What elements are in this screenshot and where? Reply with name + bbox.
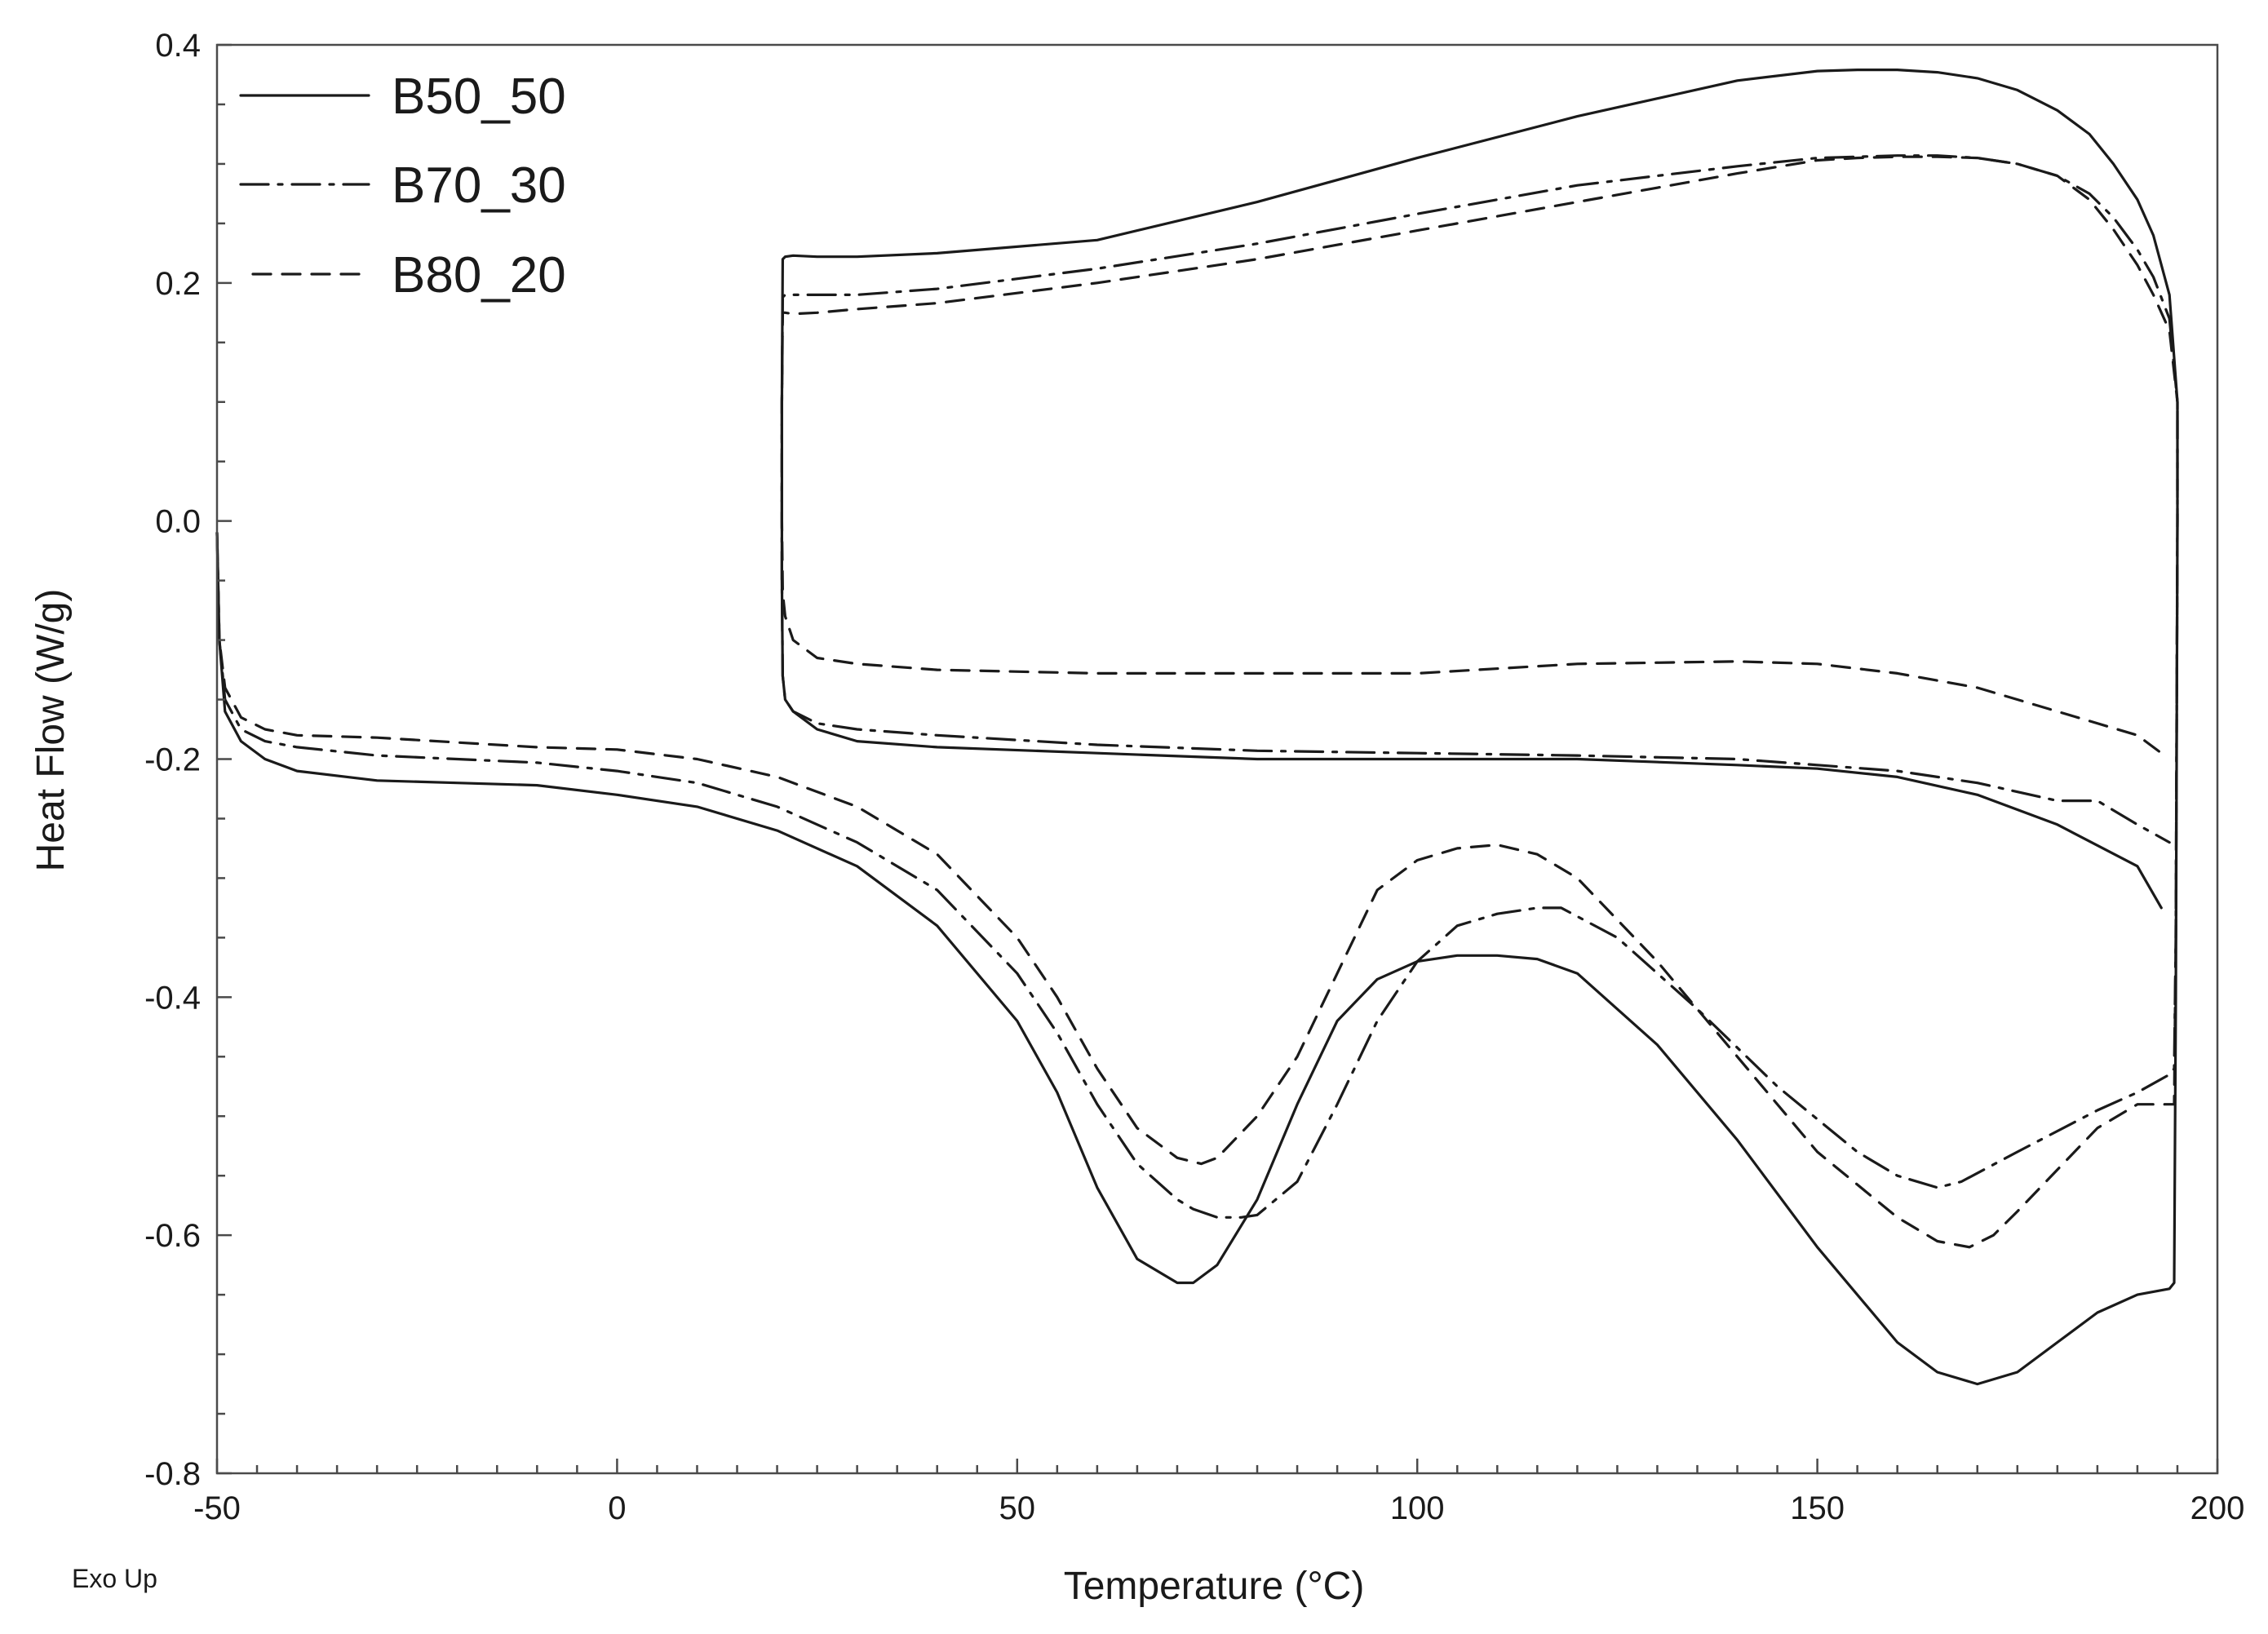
y-tick-label: -0.4 (144, 980, 201, 1016)
y-tick-label: 0.2 (155, 266, 201, 302)
y-axis-title: Heat Flow (W/g) (29, 589, 73, 872)
plot-layer (215, 69, 2179, 1386)
y-tick-label: 0.4 (155, 28, 201, 64)
legend-label-b70-30: B70_30 (392, 157, 566, 214)
series-line-b80-20 (215, 155, 2179, 1249)
x-tick-label: 150 (1790, 1490, 1845, 1526)
x-tick-label: 0 (608, 1490, 626, 1526)
legend: B50_50 B70_30 B80_20 (239, 69, 566, 303)
legend-label-b50-50: B50_50 (392, 69, 566, 125)
legend-label-b80-20: B80_20 (392, 247, 566, 303)
y-tick-label: -0.8 (144, 1456, 201, 1492)
y-tick-label: -0.6 (144, 1218, 201, 1254)
x-tick-label: 50 (999, 1490, 1036, 1526)
x-tick-label: 200 (2190, 1490, 2245, 1526)
x-axis-title: Temperature (°C) (1064, 1565, 1365, 1608)
y-tick-label: 0.0 (155, 504, 201, 540)
y-tick-label: -0.2 (144, 742, 201, 778)
x-tick-label: 100 (1390, 1490, 1445, 1526)
exo-up-label: Exo Up (72, 1564, 157, 1593)
axis-layer: -50 0 50 100 150 200 0.4 0.2 0.0 -0.2 -0.4 -0.6 -0.8 (144, 28, 2244, 1526)
x-tick-label: -50 (193, 1490, 241, 1526)
